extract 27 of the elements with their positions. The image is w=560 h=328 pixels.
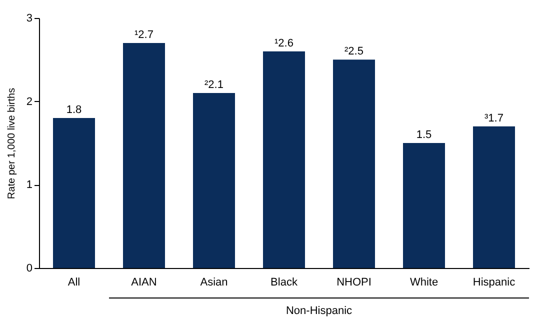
bar	[193, 93, 235, 268]
data-label: ¹2.7	[134, 29, 154, 41]
bar	[53, 118, 95, 268]
x-tick-label: Asian	[200, 276, 228, 288]
bar	[473, 126, 515, 268]
y-axis-title: Rate per 1,000 live births	[6, 88, 18, 200]
data-label: 1.5	[416, 129, 432, 141]
text: Non-Hispanic	[286, 305, 353, 317]
data-label: ¹2.6	[274, 37, 294, 50]
x-tick-label: AIAN	[131, 276, 157, 288]
bar	[263, 51, 305, 268]
x-tick-label: Black	[270, 276, 298, 288]
bar	[333, 60, 375, 268]
y-tick-label: 3	[26, 12, 32, 24]
data-label: 1.8	[66, 104, 82, 116]
y-tick-label: 0	[26, 262, 32, 274]
data-label: ²2.5	[344, 46, 364, 58]
data-label: ²2.1	[204, 79, 224, 91]
bar	[123, 43, 165, 268]
x-tick-label: White	[410, 276, 438, 288]
y-tick-label: 2	[26, 96, 32, 108]
x-tick-label: Hispanic	[472, 276, 516, 288]
x-tick-label: NHOPI	[336, 276, 372, 288]
data-label: ³1.7	[484, 112, 504, 124]
bar	[403, 143, 445, 268]
x-tick-label: All	[68, 276, 80, 288]
y-tick-label: 1	[26, 179, 32, 192]
